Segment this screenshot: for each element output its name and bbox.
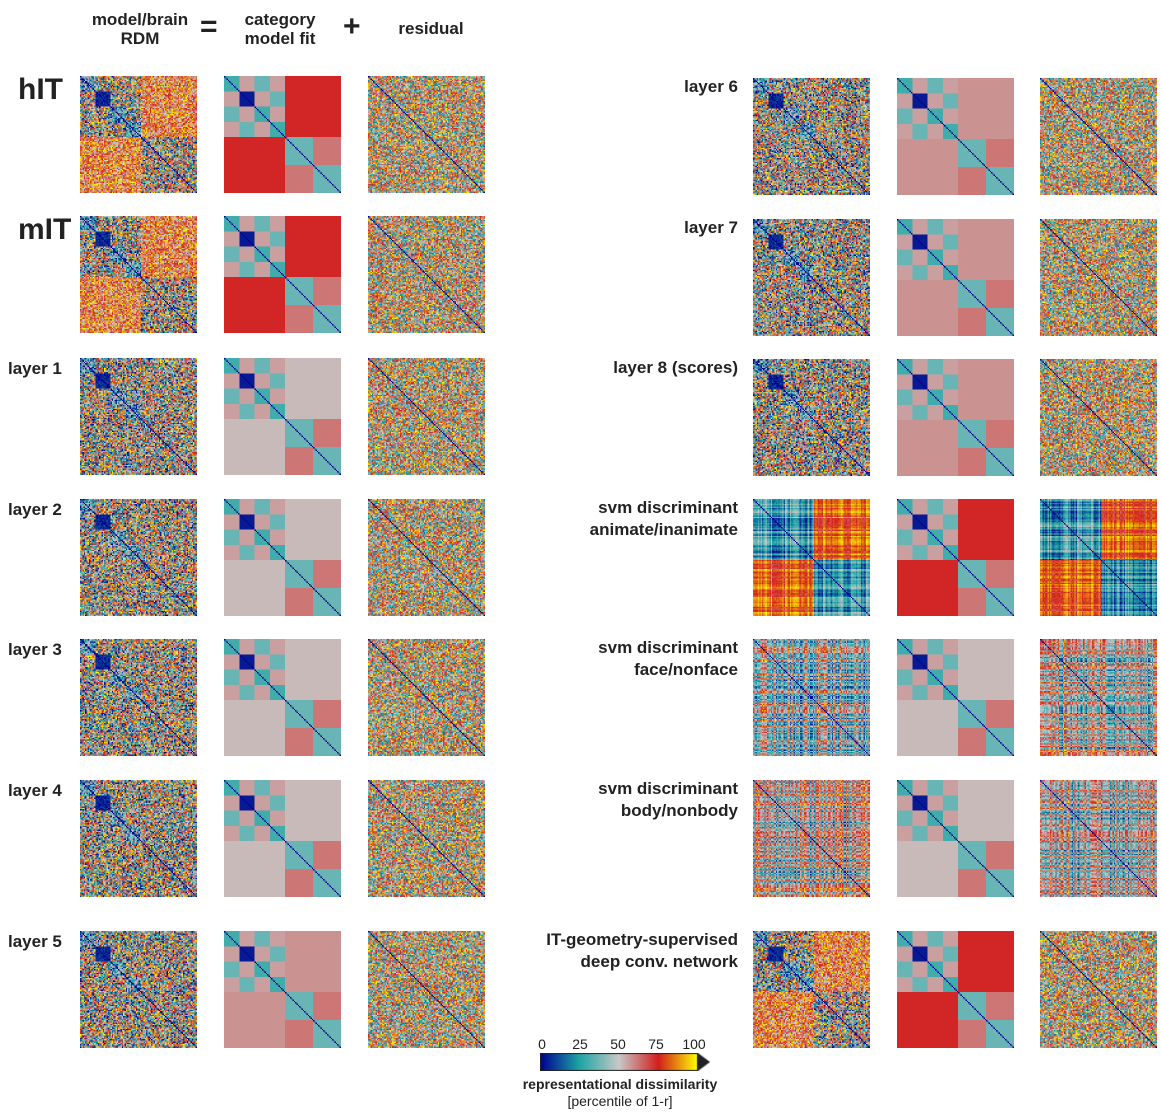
category-fit-matrix (224, 216, 341, 333)
row-label: mIT (18, 213, 72, 246)
category-fit-matrix (897, 359, 1014, 476)
colorbar-tick: 50 (610, 1036, 626, 1052)
category-fit-matrix (897, 219, 1014, 336)
residual-matrix (368, 639, 485, 756)
colorbar-subtitle: [percentile of 1-r] (567, 1093, 673, 1109)
category-fit-matrix (224, 931, 341, 1048)
category-fit-matrix (897, 78, 1014, 195)
row-label: svm discriminant body/nonbody (598, 779, 738, 820)
category-fit-matrix (224, 358, 341, 475)
row-label: svm discriminant animate/inanimate (589, 498, 738, 539)
plus-sign: + (343, 10, 361, 43)
residual-matrix (1040, 359, 1157, 476)
row-label: layer 7 (684, 218, 738, 237)
header-category-model-fit: category model fit (244, 10, 316, 48)
residual-matrix (368, 216, 485, 333)
row-label: layer 3 (8, 640, 62, 659)
residual-matrix (368, 499, 485, 616)
row-label: layer 4 (8, 781, 62, 800)
residual-matrix (1040, 639, 1157, 756)
residual-matrix (1040, 78, 1157, 195)
residual-matrix (1040, 780, 1157, 897)
header-model-brain-rdm: model/brain RDM (91, 10, 189, 48)
rdm-matrix (753, 639, 870, 756)
rdm-matrix (80, 780, 197, 897)
rdm-matrix (753, 78, 870, 195)
rdm-matrix (753, 359, 870, 476)
category-fit-matrix (224, 76, 341, 193)
row-label: svm discriminant face/nonface (598, 638, 738, 679)
colorbar-tick: 25 (572, 1036, 588, 1052)
header-residual: residual (398, 19, 464, 38)
rdm-matrix (753, 219, 870, 336)
category-fit-matrix (224, 499, 341, 616)
rdm-matrix (753, 499, 870, 616)
residual-matrix (368, 76, 485, 193)
rdm-matrix (80, 358, 197, 475)
rdm-matrix (80, 76, 197, 193)
residual-matrix (368, 780, 485, 897)
rdm-matrix (753, 931, 870, 1048)
rdm-matrix (80, 931, 197, 1048)
colorbar-tick: 75 (648, 1036, 664, 1052)
rdm-matrix (80, 216, 197, 333)
category-fit-matrix (897, 780, 1014, 897)
rdm-matrix (80, 499, 197, 616)
residual-matrix (368, 358, 485, 475)
colorbar: 0 25 50 75 100 representational dissimil… (520, 1036, 720, 1116)
category-fit-matrix (897, 499, 1014, 616)
row-label: hIT (18, 73, 63, 106)
equals-sign: = (200, 10, 218, 43)
residual-matrix (1040, 499, 1157, 616)
row-label: layer 1 (8, 359, 62, 378)
row-label: layer 8 (scores) (613, 358, 738, 377)
row-label: layer 2 (8, 500, 62, 519)
category-fit-matrix (897, 639, 1014, 756)
residual-matrix (1040, 931, 1157, 1048)
residual-matrix (368, 931, 485, 1048)
rdm-matrix (753, 780, 870, 897)
category-fit-matrix (224, 780, 341, 897)
row-label: IT-geometry-supervised deep conv. networ… (546, 930, 738, 971)
category-fit-matrix (897, 931, 1014, 1048)
colorbar-gradient (540, 1053, 710, 1071)
category-fit-matrix (224, 639, 341, 756)
colorbar-title: representational dissimilarity (522, 1076, 718, 1092)
colorbar-tick: 100 (682, 1036, 706, 1052)
row-label: layer 6 (684, 77, 738, 96)
row-label: layer 5 (8, 932, 62, 951)
colorbar-tick: 0 (538, 1036, 546, 1052)
rdm-matrix (80, 639, 197, 756)
residual-matrix (1040, 219, 1157, 336)
